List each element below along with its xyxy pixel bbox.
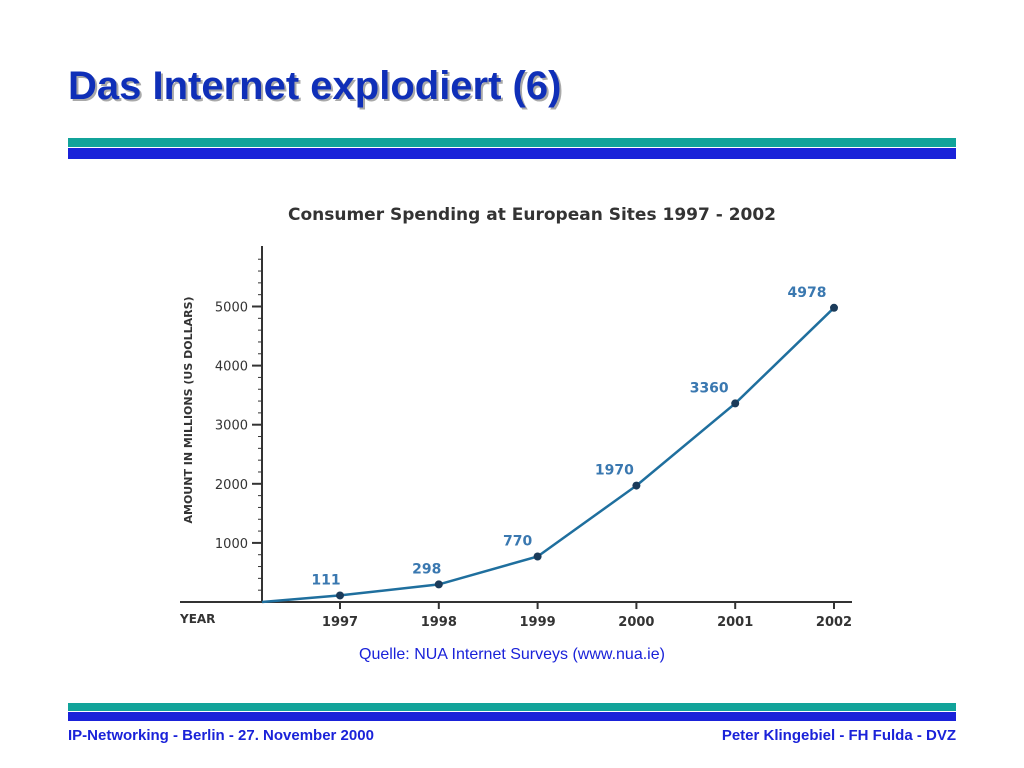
y-tick-label: 2000 [215, 478, 248, 493]
chart-title: Consumer Spending at European Sites 1997… [288, 205, 776, 225]
source-caption: Quelle: NUA Internet Surveys (www.nua.ie… [359, 646, 665, 663]
x-tick-label: 1998 [421, 615, 457, 630]
y-tick-label: 1000 [215, 537, 248, 552]
x-tick-label: 1999 [520, 615, 556, 630]
data-label: 298 [412, 561, 441, 577]
header-stripe-blue [68, 148, 956, 159]
data-label: 3360 [690, 380, 729, 396]
data-label: 770 [503, 533, 532, 549]
x-axis-label: YEAR [179, 612, 215, 626]
header-stripe-teal [68, 138, 956, 147]
data-point [731, 399, 740, 408]
data-point [336, 591, 344, 600]
footer-right: Peter Klingebiel - FH Fulda - DVZ [721, 727, 956, 744]
data-point [533, 552, 542, 561]
y-tick-label: 4000 [215, 360, 248, 375]
data-point [632, 481, 641, 490]
slide-title: Das Internet explodiert (6) [68, 64, 562, 108]
x-tick-label: 1997 [322, 615, 358, 630]
data-point [434, 580, 443, 589]
x-tick-label: 2002 [816, 615, 852, 630]
data-point [830, 303, 838, 312]
data-label: 1970 [595, 463, 634, 479]
footer-stripe-blue [68, 712, 956, 721]
data-label: 4978 [788, 285, 827, 301]
data-label: 111 [311, 572, 340, 588]
x-tick-label: 2001 [717, 615, 753, 630]
footer-stripe-teal [68, 703, 956, 711]
y-axis-label: AMOUNT IN MILLIONS (US DOLLARS) [182, 296, 195, 523]
footer-left: IP-Networking - Berlin - 27. November 20… [68, 727, 374, 744]
y-tick-label: 3000 [215, 419, 248, 434]
series-line [261, 306, 835, 604]
x-tick-label: 2000 [618, 615, 654, 630]
y-tick-label: 5000 [215, 301, 248, 316]
